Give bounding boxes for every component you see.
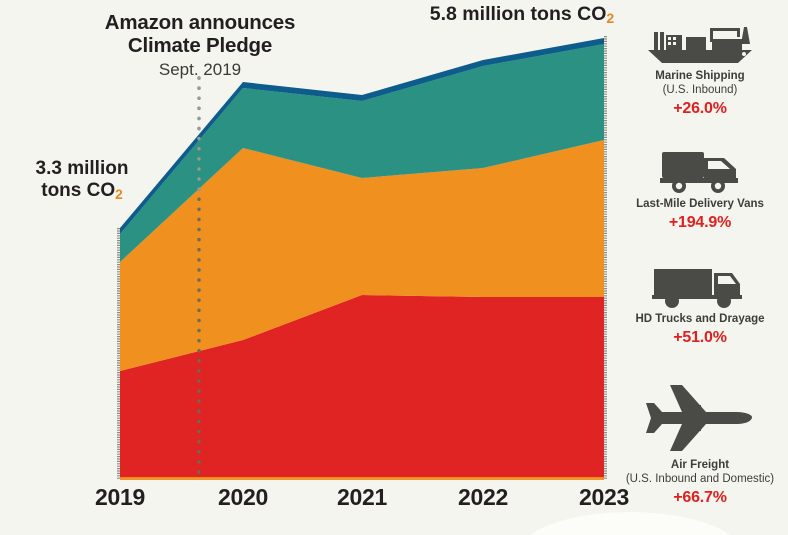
- end-value-subscript: 2: [606, 10, 615, 27]
- area-air-freight: [120, 295, 604, 478]
- x-tick-2022: 2022: [458, 484, 508, 510]
- legend-item-hd-trucks: HD Trucks and Drayage +51.0%: [612, 265, 788, 347]
- legend-item-marine-shipping: Marine Shipping (U.S. Inbound) +26.0%: [612, 22, 788, 118]
- x-tick-2021: 2021: [337, 484, 387, 510]
- climate-pledge-title: Amazon announces Climate Pledge: [104, 11, 296, 57]
- start-value-line1: 3.3 million: [35, 158, 129, 179]
- legend-change-air-freight: +66.7%: [673, 489, 727, 507]
- start-value-label: 3.3 million tons CO2: [18, 158, 146, 202]
- legend-sublabel-marine-shipping: (U.S. Inbound): [662, 84, 738, 97]
- airplane-icon: [612, 377, 788, 455]
- area-marine-shipping: [120, 38, 604, 234]
- delivery-van-icon: [612, 146, 788, 194]
- x-axis: 2019 2020 2021 2022 2023: [0, 484, 640, 518]
- legend-change-delivery-vans: +194.9%: [668, 214, 732, 232]
- end-value-text: 5.8 million tons CO: [429, 3, 607, 25]
- legend-label-delivery-vans: Last-Mile Delivery Vans: [636, 198, 764, 210]
- chart-baseline: [120, 477, 604, 480]
- legend-item-air-freight: Air Freight (U.S. Inbound and Domestic) …: [612, 377, 788, 507]
- heavy-duty-truck-icon: [612, 265, 788, 309]
- x-tick-2019: 2019: [95, 484, 145, 510]
- x-tick-2023: 2023: [579, 484, 629, 510]
- start-value-line2: tons CO: [41, 179, 116, 201]
- climate-pledge-annotation: Amazon announces Climate Pledge Sept. 20…: [96, 11, 304, 79]
- bottom-decorative-wash: [520, 512, 740, 535]
- legend-label-hd-trucks: HD Trucks and Drayage: [635, 313, 765, 325]
- legend: Marine Shipping (U.S. Inbound) +26.0%: [612, 22, 788, 506]
- cargo-ship-icon: [612, 22, 788, 66]
- legend-change-marine-shipping: +26.0%: [673, 100, 727, 118]
- climate-pledge-date: Sept. 2019: [158, 59, 242, 79]
- legend-label-marine-shipping: Marine Shipping: [655, 70, 745, 82]
- x-tick-2020: 2020: [218, 484, 268, 510]
- legend-change-hd-trucks: +51.0%: [673, 329, 727, 347]
- legend-label-air-freight: Air Freight: [670, 459, 730, 471]
- end-value-label: 5.8 million tons CO2: [400, 3, 644, 27]
- area-delivery-vans: [120, 44, 604, 262]
- area-hd-trucks: [120, 140, 604, 371]
- legend-sublabel-air-freight: (U.S. Inbound and Domestic): [625, 473, 775, 486]
- legend-item-delivery-vans: Last-Mile Delivery Vans +194.9%: [612, 146, 788, 232]
- start-value-subscript: 2: [115, 186, 123, 202]
